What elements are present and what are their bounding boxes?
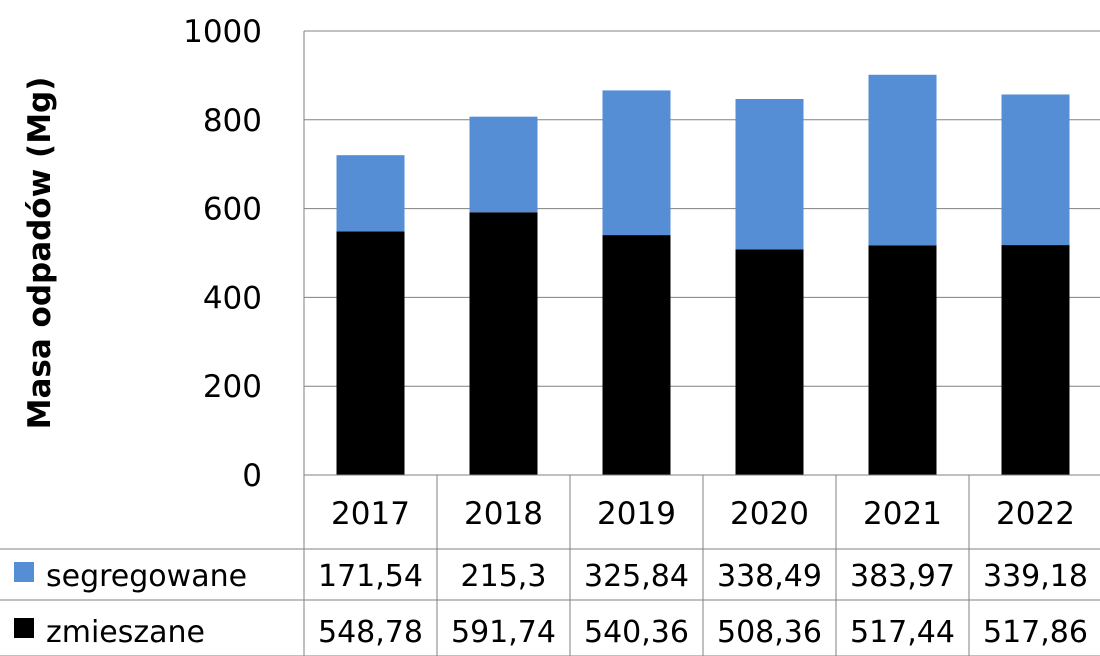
bar-segregowane-2017: [336, 155, 405, 232]
x-tick-label: 2020: [730, 496, 809, 532]
legend-label-zmieszane: zmieszane: [46, 615, 205, 650]
x-tick-label: 2019: [597, 496, 676, 532]
data-label-zmieszane-2019: 540,36: [584, 615, 689, 650]
y-tick-label: 0: [242, 458, 262, 494]
data-label-segregowane-2021: 383,97: [850, 559, 955, 594]
data-label-segregowane-2017: 171,54: [318, 559, 423, 594]
bar-segregowane-2019: [602, 90, 671, 236]
legend-swatch-zmieszane: [14, 618, 34, 638]
bar-segregowane-2022: [1001, 94, 1070, 246]
bar-segregowane-2018: [469, 116, 538, 213]
y-tick-label: 600: [203, 192, 262, 228]
bar-zmieszane-2022: [1001, 245, 1070, 475]
data-label-zmieszane-2022: 517,86: [983, 615, 1088, 650]
data-label-segregowane-2022: 339,18: [983, 559, 1088, 594]
y-tick-label: 800: [203, 103, 262, 139]
x-tick-label: 2021: [863, 496, 942, 532]
bar-zmieszane-2019: [602, 235, 671, 475]
y-axis-label: Masa odpadów (Mg): [22, 77, 58, 430]
x-tick-label: 2018: [464, 496, 543, 532]
gridlines: [304, 30, 1100, 387]
data-label-zmieszane-2021: 517,44: [850, 615, 955, 650]
bar-segregowane-2020: [735, 98, 804, 250]
legend-swatch-segregowane: [14, 562, 34, 582]
data-label-zmieszane-2018: 591,74: [451, 615, 556, 650]
bar-zmieszane-2021: [868, 245, 937, 475]
y-tick-label: 200: [203, 369, 262, 405]
x-tick-label: 2022: [996, 496, 1075, 532]
data-label-segregowane-2018: 215,3: [461, 559, 547, 594]
legend-label-segregowane: segregowane: [46, 559, 247, 594]
bars: [336, 74, 1070, 475]
axes: [303, 30, 1100, 656]
data-label-segregowane-2020: 338,49: [717, 559, 822, 594]
bar-zmieszane-2020: [735, 249, 804, 475]
bar-zmieszane-2018: [469, 212, 538, 475]
data-label-segregowane-2019: 325,84: [584, 559, 689, 594]
x-tick-label: 2017: [331, 496, 410, 532]
data-table: 2017 2018 2019 2020 2021 2022 segregowane 171,5…: [0, 474, 1100, 656]
data-label-zmieszane-2020: 508,36: [717, 615, 822, 650]
bar-segregowane-2021: [868, 74, 937, 246]
y-tick-labels: 0 200 400 600 800 1000: [183, 14, 262, 494]
bar-zmieszane-2017: [336, 231, 405, 475]
y-tick-label: 400: [203, 280, 262, 316]
y-tick-label: 1000: [183, 14, 262, 50]
data-label-zmieszane-2017: 548,78: [318, 615, 423, 650]
